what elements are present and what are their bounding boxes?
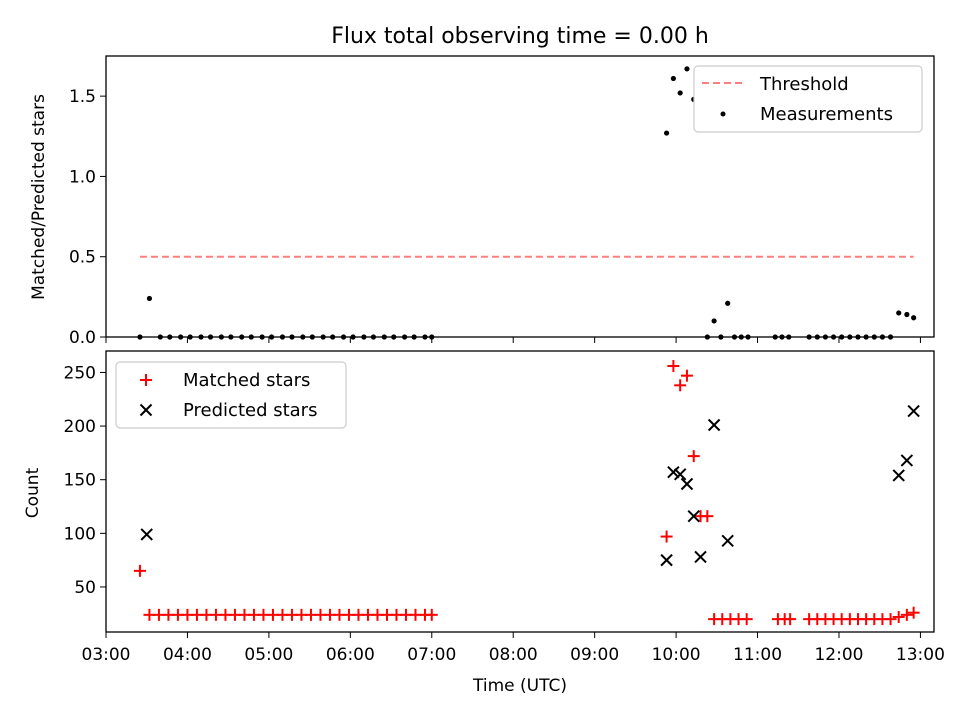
x-stroke-b xyxy=(680,477,694,491)
bottom-xtick-label: 05:00 xyxy=(244,645,293,665)
top-ytick-label: 0.5 xyxy=(69,248,96,268)
measurement-point xyxy=(896,310,902,316)
matched-star-point xyxy=(674,379,687,392)
legend-measurements-label: Measurements xyxy=(760,104,893,125)
measurement-point xyxy=(663,130,670,136)
matched-star-point xyxy=(680,369,693,382)
legend-matched-label: Matched stars xyxy=(183,370,310,391)
matched-star-point xyxy=(892,610,905,623)
bottom-xtick-label: 13:00 xyxy=(896,645,945,665)
predicted-stars-series xyxy=(140,404,920,567)
x-stroke-b xyxy=(907,404,920,418)
bottom-ytick-label: 200 xyxy=(64,417,96,437)
bottom-xtick-label: 09:00 xyxy=(570,645,619,665)
x-stroke-b xyxy=(721,534,734,548)
matched-star-point xyxy=(740,613,753,626)
predicted-star-point xyxy=(907,404,920,418)
matched-star-point xyxy=(133,564,146,577)
top-ytick-label: 1.5 xyxy=(69,87,96,107)
predicted-star-point xyxy=(721,534,734,548)
bottom-xticks: 03:00 04:00 05:00 06:00 07:00 08:00 09:00 10:00… xyxy=(82,632,945,665)
legend-matched-swatch xyxy=(140,374,152,386)
measurement-point xyxy=(725,300,731,306)
x-stroke-b xyxy=(900,454,914,467)
bottom-ytick-label: 150 xyxy=(64,471,96,491)
predicted-star-point xyxy=(667,465,680,479)
bottom-legend: Matched stars Predicted stars xyxy=(115,361,347,429)
measurement-point xyxy=(904,311,910,318)
top-axes-frame xyxy=(105,55,935,338)
measurement-point xyxy=(711,318,717,324)
bottom-xtick-label: 10:00 xyxy=(652,645,701,665)
top-xticks xyxy=(105,337,921,343)
top-panel: 0.0 0.5 1.0 1.5 Matched/Predicted stars Thr… xyxy=(29,55,935,348)
top-ytick-label: 1.0 xyxy=(69,167,96,187)
x-stroke-b xyxy=(660,553,673,567)
predicted-star-point xyxy=(680,477,694,491)
legend-predicted-swatch xyxy=(139,403,153,417)
bottom-y-axis-label: Count xyxy=(23,467,43,518)
predicted-star-point xyxy=(900,454,914,467)
measurement-point xyxy=(684,66,690,72)
predicted-star-point xyxy=(892,469,905,482)
legend-threshold-label: Threshold xyxy=(759,74,849,95)
matched-star-point xyxy=(667,360,680,373)
top-ytick-label: 0.0 xyxy=(69,328,96,348)
x-axis-label: Time (UTC) xyxy=(472,676,567,696)
predicted-star-point xyxy=(140,528,153,541)
measurement-point xyxy=(911,315,917,321)
matched-star-point xyxy=(660,530,673,543)
bottom-ytick-label: 100 xyxy=(64,524,96,544)
predicted-star-point xyxy=(687,509,700,523)
matched-star-point xyxy=(701,510,714,523)
x-stroke-b xyxy=(694,550,707,564)
predicted-star-point xyxy=(660,553,673,567)
matched-star-point xyxy=(784,613,797,626)
bottom-xtick-label: 08:00 xyxy=(489,645,538,665)
measurement-point xyxy=(670,75,676,82)
predicted-star-point xyxy=(707,418,721,432)
legend-measurements-swatch xyxy=(720,111,726,117)
bottom-ytick-label: 50 xyxy=(74,578,96,598)
chart-title: Flux total observing time = 0.00 h xyxy=(331,24,709,49)
measurement-point xyxy=(677,90,683,96)
matched-stars-series xyxy=(133,360,920,626)
x-stroke-b xyxy=(673,468,687,481)
bottom-xtick-label: 12:00 xyxy=(814,645,863,665)
bottom-xtick-label: 11:00 xyxy=(733,645,782,665)
top-y-axis-label: Matched/Predicted stars xyxy=(29,94,49,300)
matched-star-point xyxy=(687,450,700,463)
legend-predicted-label: Predicted stars xyxy=(183,400,317,421)
bottom-ytick-label: 250 xyxy=(64,363,96,383)
bottom-xtick-label: 03:00 xyxy=(82,645,131,665)
bottom-legend-box xyxy=(115,361,347,429)
matched-star-point xyxy=(907,606,920,619)
top-legend: Threshold Measurements xyxy=(693,65,923,133)
x-stroke-b xyxy=(687,509,700,523)
x-stroke-b xyxy=(892,469,905,482)
matched-star-point xyxy=(884,613,897,626)
bottom-xtick-label: 04:00 xyxy=(163,645,212,665)
predicted-star-point xyxy=(694,550,707,564)
predicted-star-point xyxy=(673,468,687,481)
bottom-xtick-label: 07:00 xyxy=(407,645,456,665)
top-yticks: 0.0 0.5 1.0 1.5 xyxy=(69,87,106,348)
bottom-xtick-label: 06:00 xyxy=(326,645,375,665)
bottom-axes-frame xyxy=(105,350,935,633)
bottom-panel: 50 100 150 200 250 03:00 04:00 05:00 06:00 07:00… xyxy=(23,350,945,696)
bottom-yticks: 50 100 150 200 250 xyxy=(64,363,106,598)
measurement-point xyxy=(146,295,153,302)
matched-star-point xyxy=(900,608,913,621)
top-legend-box xyxy=(693,65,923,133)
matched-star-point xyxy=(425,608,438,621)
x-stroke-b xyxy=(667,465,680,479)
x-stroke-b xyxy=(707,418,721,432)
x-stroke-b xyxy=(140,528,153,541)
